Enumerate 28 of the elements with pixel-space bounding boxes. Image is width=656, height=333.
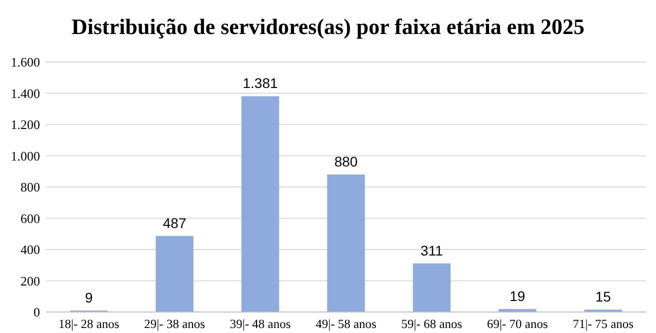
x-tick-label: 59|- 68 anos — [401, 317, 462, 331]
bar — [412, 263, 451, 312]
y-tick-label: 1.600 — [10, 54, 40, 70]
data-label: 19 — [510, 288, 526, 304]
bar — [156, 236, 194, 312]
x-tick-label: 49|- 58 anos — [316, 317, 377, 331]
y-tick-label: 1.000 — [10, 148, 40, 164]
x-tick-label: 29|- 38 anos — [144, 317, 206, 331]
bar — [241, 96, 280, 312]
x-tick-label: 71|- 75 anos — [572, 317, 634, 331]
y-tick-label: 0 — [34, 304, 40, 320]
x-tick-label: 69|- 70 anos — [487, 317, 548, 331]
data-label: 487 — [162, 214, 186, 231]
bar — [327, 174, 365, 312]
data-label: 880 — [334, 154, 358, 170]
data-label: 1.381 — [242, 75, 278, 92]
data-label: 15 — [595, 288, 612, 305]
x-tick-label: 18|- 28 anos — [58, 317, 120, 331]
chart-title: Distribuição de servidores(as) por faixa etária em 2025 — [71, 14, 585, 39]
y-tick-label: 800 — [20, 180, 40, 195]
y-tick-label: 400 — [20, 242, 40, 258]
y-tick-label: 600 — [20, 210, 40, 226]
y-tick-label: 1.200 — [10, 117, 40, 132]
x-tick-label: 39|- 48 anos — [230, 317, 291, 331]
y-tick-label: 1.400 — [10, 86, 40, 101]
data-label: 311 — [420, 242, 444, 258]
data-label: 9 — [84, 290, 93, 306]
y-tick-label: 200 — [20, 273, 40, 288]
